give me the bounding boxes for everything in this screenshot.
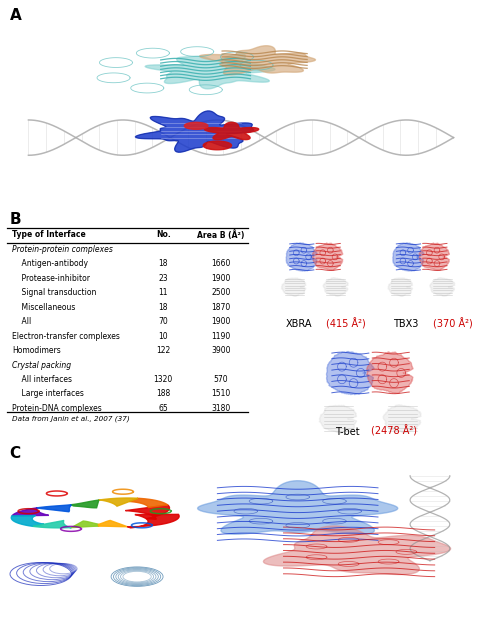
Text: 18: 18 <box>159 303 168 312</box>
Text: 18: 18 <box>159 260 168 268</box>
Text: 1900: 1900 <box>211 317 230 326</box>
Text: T-bet: T-bet <box>335 427 360 437</box>
Text: 70: 70 <box>158 317 168 326</box>
Text: 1190: 1190 <box>211 331 230 341</box>
Polygon shape <box>203 141 231 150</box>
Polygon shape <box>129 499 168 507</box>
Text: 23: 23 <box>159 274 168 283</box>
Text: 1510: 1510 <box>211 389 230 399</box>
Text: Protein-protein complexes: Protein-protein complexes <box>12 245 113 254</box>
Text: XBRA: XBRA <box>286 318 313 328</box>
Text: No.: No. <box>156 230 171 239</box>
Polygon shape <box>184 122 208 129</box>
Text: Protease-inhibitor: Protease-inhibitor <box>12 274 90 283</box>
Text: 1320: 1320 <box>154 375 173 384</box>
Text: 122: 122 <box>156 346 170 355</box>
Polygon shape <box>12 508 49 516</box>
Text: Type of Interface: Type of Interface <box>12 230 86 239</box>
Polygon shape <box>71 521 99 527</box>
Polygon shape <box>393 243 424 271</box>
Polygon shape <box>383 405 421 433</box>
Text: (415 Å²): (415 Å²) <box>326 318 366 330</box>
Polygon shape <box>326 351 374 394</box>
Text: 3900: 3900 <box>211 346 231 355</box>
Text: (370 Å²): (370 Å²) <box>433 318 472 330</box>
Polygon shape <box>312 243 343 270</box>
Polygon shape <box>125 505 170 519</box>
Text: (2478 Å²): (2478 Å²) <box>371 426 416 437</box>
Text: Large interfaces: Large interfaces <box>12 389 84 399</box>
Text: Miscellaneous: Miscellaneous <box>12 303 76 312</box>
Text: A: A <box>10 8 21 23</box>
Text: Data from Janin et al., 2007 (37): Data from Janin et al., 2007 (37) <box>12 416 130 422</box>
Text: C: C <box>10 446 21 461</box>
Text: 570: 570 <box>214 375 228 384</box>
Polygon shape <box>323 278 348 296</box>
Polygon shape <box>200 46 315 75</box>
Polygon shape <box>419 243 450 270</box>
Text: B: B <box>10 212 21 227</box>
Polygon shape <box>145 54 275 89</box>
Text: 2500: 2500 <box>211 288 230 297</box>
Polygon shape <box>99 498 138 506</box>
Text: Protein-DNA complexes: Protein-DNA complexes <box>12 404 102 413</box>
Text: All: All <box>12 317 31 326</box>
Polygon shape <box>198 480 398 534</box>
Polygon shape <box>98 520 127 527</box>
Polygon shape <box>36 505 71 512</box>
Polygon shape <box>33 520 71 528</box>
Text: All interfaces: All interfaces <box>12 375 72 384</box>
Polygon shape <box>71 500 99 508</box>
Polygon shape <box>135 111 254 152</box>
Text: 10: 10 <box>159 331 168 341</box>
Text: Area B (Å²): Area B (Å²) <box>197 230 244 240</box>
Text: 1870: 1870 <box>211 303 230 312</box>
Text: TBX3: TBX3 <box>393 318 418 328</box>
Polygon shape <box>127 514 179 528</box>
Text: 3180: 3180 <box>211 404 230 413</box>
Polygon shape <box>286 243 317 271</box>
Text: Crystal packing: Crystal packing <box>12 361 71 369</box>
Polygon shape <box>263 526 451 575</box>
Polygon shape <box>281 278 306 296</box>
Polygon shape <box>320 406 357 433</box>
Text: Signal transduction: Signal transduction <box>12 288 96 297</box>
Text: Electron-transfer complexes: Electron-transfer complexes <box>12 331 120 341</box>
Text: 1900: 1900 <box>211 274 230 283</box>
Text: 11: 11 <box>159 288 168 297</box>
Text: Antigen-antibody: Antigen-antibody <box>12 260 88 268</box>
Polygon shape <box>367 352 413 393</box>
Polygon shape <box>204 122 259 140</box>
Polygon shape <box>388 278 413 296</box>
Polygon shape <box>430 278 455 296</box>
Polygon shape <box>11 515 44 526</box>
Text: 188: 188 <box>156 389 170 399</box>
Text: 65: 65 <box>158 404 168 413</box>
Text: Homodimers: Homodimers <box>12 346 61 355</box>
Text: 1660: 1660 <box>211 260 230 268</box>
